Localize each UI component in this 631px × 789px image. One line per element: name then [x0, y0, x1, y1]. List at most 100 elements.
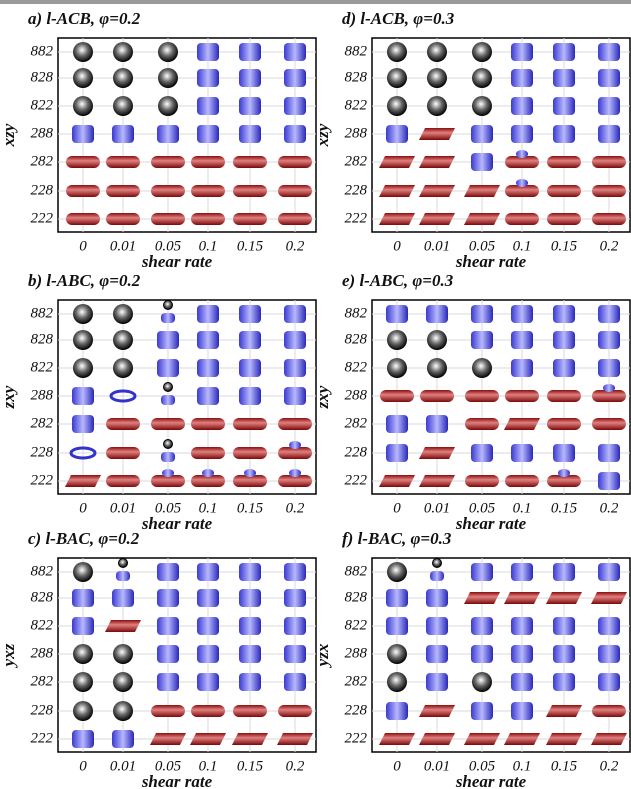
phase-shape: [284, 43, 306, 61]
y-tick-label: 228: [345, 702, 368, 718]
phase-shape: [472, 96, 492, 116]
cylinder: [284, 589, 306, 607]
lamella: [379, 156, 415, 168]
phase-shape: [511, 359, 533, 377]
x-tick-label: 0.2: [600, 758, 619, 774]
phase-shape: [278, 156, 312, 168]
y-tick-label: 222: [345, 730, 368, 746]
sphere: [387, 68, 407, 88]
y-tick-label: 222: [31, 210, 54, 226]
plot-frame: [372, 38, 630, 232]
cylinder: [284, 305, 306, 323]
sphere: [113, 96, 133, 116]
phase-shape: [420, 390, 454, 402]
y-tick-label: 828: [31, 589, 54, 605]
rod: [465, 418, 499, 430]
y-tick-label: 288: [31, 645, 54, 661]
phase-shape: [387, 358, 407, 378]
y-axis-label: zxy: [0, 385, 18, 409]
panel-title: d) l-ACB, φ=0.3: [342, 9, 455, 28]
phase-shape: [427, 42, 447, 62]
phase-shape: [592, 185, 626, 197]
phase-shape: [158, 96, 178, 116]
y-axis-label: xzy: [313, 123, 332, 147]
x-tick-label: 0.15: [551, 758, 578, 774]
cylinder: [598, 331, 620, 349]
phase-shape: [72, 415, 94, 433]
cylinder: [553, 43, 575, 61]
x-tick-label: 0.15: [551, 500, 578, 516]
phase-shape: [547, 156, 581, 168]
phase-shape: [419, 156, 455, 168]
phase-shape: [158, 68, 178, 88]
phase-shape: [197, 69, 219, 87]
phase-shape: [426, 645, 448, 663]
phase-shape: [505, 213, 539, 225]
phase-shape: [598, 563, 620, 581]
sphere: [427, 358, 447, 378]
plot-frame: [58, 300, 316, 494]
cylinder: [284, 359, 306, 377]
lamella: [150, 733, 186, 745]
cylinder: [239, 645, 261, 663]
phase-shape: [112, 730, 134, 748]
phase-shape: [464, 592, 500, 604]
rod: [106, 213, 140, 225]
cylinder: [598, 305, 620, 323]
figure: a) l-ACB, φ=0.200.010.050.10.150.2882828…: [0, 0, 631, 789]
cylinder: [386, 444, 408, 462]
y-tick-label: 882: [31, 305, 54, 321]
x-tick-label: 0.01: [110, 500, 136, 516]
x-axis-label: shear rate: [141, 252, 213, 271]
phase-shape: [105, 620, 141, 632]
phase-shape: [553, 97, 575, 115]
lamella: [419, 733, 455, 745]
phase-shape: [284, 69, 306, 87]
phase-shape: [150, 733, 186, 745]
phase-shape: [106, 156, 140, 168]
rod: [106, 475, 140, 487]
phase-shape: [379, 475, 415, 487]
phase-shape: [504, 733, 540, 745]
y-tick-label: 288: [345, 645, 368, 661]
y-tick-label: 222: [31, 472, 54, 488]
x-tick-label: 0: [393, 238, 401, 254]
rod: [505, 475, 539, 487]
phase-shape: [386, 702, 408, 720]
cylinder: [72, 125, 94, 143]
phase-shape: [106, 418, 140, 430]
y-tick-label: 822: [345, 617, 368, 633]
rod: [151, 185, 185, 197]
phase-shape: [380, 390, 414, 402]
cylinder: [72, 730, 94, 748]
phase-shape: [464, 733, 500, 745]
phase-shape: [598, 69, 620, 87]
phase-shape: [553, 673, 575, 691]
phase-shape: [233, 156, 267, 168]
cylinder: [197, 563, 219, 581]
phase-shape: [553, 43, 575, 61]
phase-shape: [505, 475, 539, 487]
cylinder: [553, 359, 575, 377]
rod: [465, 475, 499, 487]
phase-shape: [197, 589, 219, 607]
phase-shape: [598, 444, 620, 462]
phase-shape: [151, 418, 185, 430]
rod: [191, 185, 225, 197]
small-sphere: [164, 383, 173, 392]
lamella: [419, 705, 455, 717]
lamella: [464, 733, 500, 745]
cylinder: [511, 43, 533, 61]
phase-shape: [73, 562, 93, 582]
phase-shape: [113, 358, 133, 378]
rod: [66, 185, 100, 197]
phase-shape: [387, 42, 407, 62]
cylinder: [430, 571, 444, 581]
cylinder: [553, 305, 575, 323]
lamella: [591, 733, 627, 745]
phase-shape: [511, 125, 533, 143]
cylinder: [386, 617, 408, 635]
cylinder: [511, 331, 533, 349]
phase-shape: [65, 475, 101, 487]
phase-shape: [232, 733, 268, 745]
